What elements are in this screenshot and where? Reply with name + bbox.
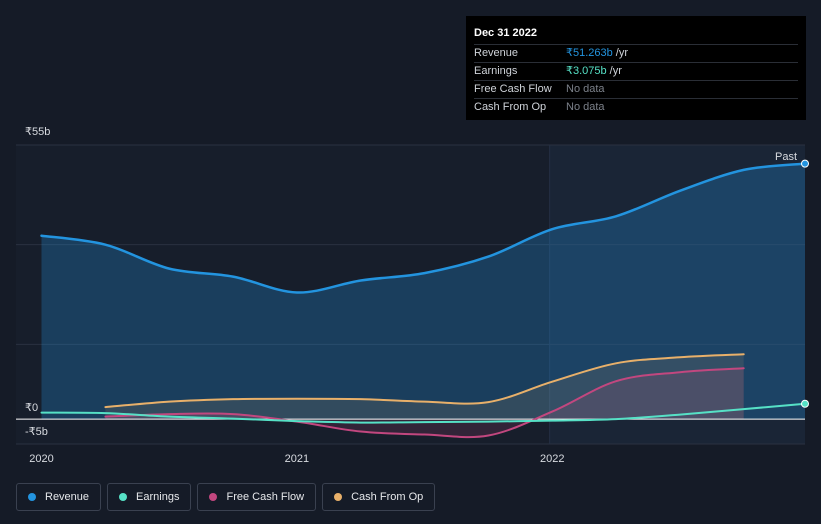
- end-dot-revenue: [801, 159, 809, 168]
- legend-label: Free Cash Flow: [226, 491, 305, 503]
- tooltip-value: No data: [566, 83, 605, 95]
- tooltip-label: Free Cash Flow: [474, 83, 552, 95]
- legend-item-free-cash-flow[interactable]: Free Cash Flow: [197, 483, 317, 511]
- tooltip-unit: /yr: [615, 47, 628, 59]
- tooltip-row-cash-from-op: Cash From Op No data: [474, 99, 798, 116]
- tooltip-row-free-cash-flow: Free Cash Flow No data: [474, 81, 798, 99]
- legend-dot-icon: [334, 493, 343, 501]
- legend-label: Earnings: [136, 491, 180, 503]
- tooltip: Dec 31 2022 Revenue ₹51.263b /yr Earning…: [466, 16, 806, 120]
- tooltip-value: ₹3.075b: [566, 65, 607, 77]
- y-tick-label: ₹55b: [25, 126, 50, 138]
- x-tick-label: 2020: [29, 453, 53, 465]
- tooltip-value: No data: [566, 101, 605, 113]
- y-tick-label: ₹0: [25, 402, 38, 414]
- legend-label: Cash From Op: [351, 491, 424, 503]
- end-dot-earnings: [801, 399, 809, 408]
- tooltip-label: Earnings: [474, 65, 518, 77]
- past-label: Past: [775, 151, 797, 163]
- x-tick-label: 2021: [285, 453, 309, 465]
- area-revenue: [41, 163, 805, 420]
- tooltip-date: Dec 31 2022: [474, 25, 798, 45]
- tooltip-label: Cash From Op: [474, 101, 547, 113]
- legend: Revenue Earnings Free Cash Flow Cash Fro…: [16, 483, 436, 511]
- area-cash-from-op: [105, 354, 744, 420]
- legend-item-earnings[interactable]: Earnings: [107, 483, 192, 511]
- line-cash-from-op: [104, 353, 745, 409]
- line-free-cash-flow: [104, 367, 745, 439]
- area-free-cash-flow: [105, 368, 744, 438]
- tooltip-row-earnings: Earnings ₹3.075b /yr: [474, 63, 798, 81]
- x-tick-label: 2022: [540, 453, 564, 465]
- line-earnings: [40, 402, 806, 424]
- past-region: [549, 145, 805, 444]
- tooltip-value: ₹51.263b: [566, 47, 613, 59]
- legend-item-cash-from-op[interactable]: Cash From Op: [322, 483, 436, 511]
- legend-dot-icon: [119, 493, 128, 501]
- y-tick-label: -₹5b: [25, 426, 48, 438]
- tooltip-row-revenue: Revenue ₹51.263b /yr: [474, 45, 798, 63]
- end-dots: [801, 159, 809, 408]
- tooltip-unit: /yr: [609, 65, 622, 77]
- x-axis-ticks: 2020 2021 2022: [29, 453, 564, 465]
- gridlines: [16, 144, 805, 445]
- legend-label: Revenue: [45, 491, 90, 503]
- legend-dot-icon: [28, 493, 36, 501]
- y-axis-ticks: ₹55b ₹0 -₹5b: [25, 126, 50, 438]
- line-revenue: [40, 162, 807, 294]
- legend-item-revenue[interactable]: Revenue: [16, 483, 102, 511]
- series-lines: [40, 162, 807, 439]
- legend-dot-icon: [209, 493, 218, 501]
- tooltip-label: Revenue: [474, 47, 519, 59]
- series-areas: [41, 163, 805, 438]
